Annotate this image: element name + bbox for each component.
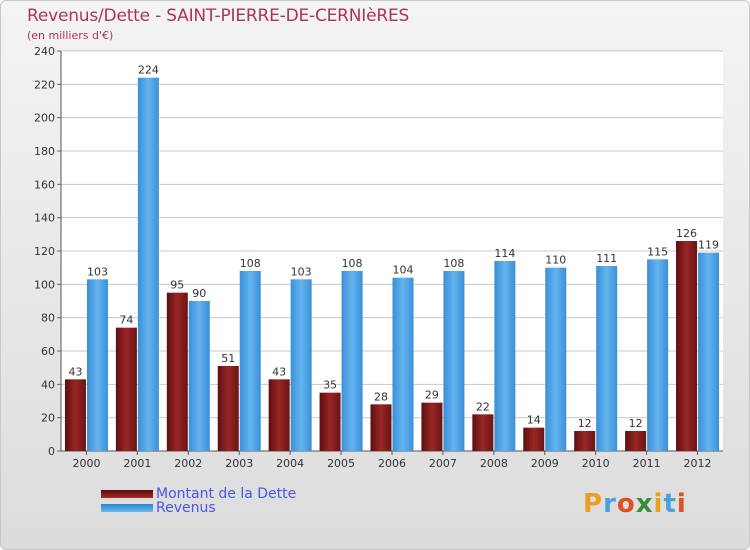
data-label: 22: [476, 400, 490, 413]
y-tick-label: 20: [41, 412, 55, 425]
bar-revenus: [596, 266, 618, 451]
bar-revenus: [341, 271, 363, 451]
bar-dette: [370, 404, 392, 451]
legend-swatch-revenus: [101, 504, 153, 512]
bar-dette: [676, 241, 698, 451]
y-tick-label: 160: [34, 178, 55, 191]
x-tick-label: 2011: [633, 457, 661, 470]
y-tick-label: 140: [34, 212, 55, 225]
bar-revenus: [494, 261, 516, 451]
y-tick-label: 40: [41, 378, 55, 391]
logo-letter: i: [676, 489, 687, 519]
data-label: 111: [596, 252, 617, 265]
bar-dette: [64, 379, 86, 451]
bar-revenus: [239, 271, 261, 451]
chart-subtitle: (en milliers d'€): [27, 29, 114, 42]
data-label: 224: [138, 64, 159, 77]
bar-dette: [115, 327, 137, 451]
data-label: 43: [68, 365, 82, 378]
bar-revenus: [188, 301, 210, 451]
data-label: 28: [374, 390, 388, 403]
bar-dette: [166, 292, 188, 451]
bar-revenus: [290, 279, 312, 451]
x-tick-label: 2004: [276, 457, 304, 470]
logo-letter: o: [616, 489, 636, 519]
logo-letter: P: [583, 489, 604, 519]
bar-revenus: [443, 271, 465, 451]
y-tick-label: 220: [34, 78, 55, 91]
y-tick-label: 200: [34, 112, 55, 125]
bar-revenus: [545, 267, 567, 451]
bar-dette: [523, 427, 545, 451]
data-label: 103: [87, 265, 108, 278]
x-tick-label: 2008: [480, 457, 508, 470]
x-tick-label: 2002: [174, 457, 202, 470]
bar-revenus: [392, 277, 414, 451]
y-tick-label: 0: [48, 445, 55, 458]
bar-revenus: [698, 252, 720, 451]
data-label: 108: [240, 257, 261, 270]
data-label: 110: [545, 254, 566, 267]
data-label: 43: [272, 365, 286, 378]
data-label: 90: [192, 287, 206, 300]
logo-letter: t: [663, 489, 677, 519]
legend-swatch-dette: [101, 490, 153, 498]
data-label: 35: [323, 379, 337, 392]
bar-dette: [625, 431, 647, 451]
data-label: 12: [629, 417, 643, 430]
legend-label-revenus: Revenus: [156, 500, 216, 516]
data-label: 95: [170, 279, 184, 292]
logo-letter: r: [603, 489, 617, 519]
data-label: 12: [578, 417, 592, 430]
bar-revenus: [647, 259, 669, 451]
x-tick-label: 2009: [531, 457, 559, 470]
y-tick-label: 120: [34, 245, 55, 258]
chart-title: Revenus/Dette - SAINT-PIERRE-DE-CERNIèRE…: [27, 6, 410, 26]
x-tick-label: 2001: [123, 457, 151, 470]
bar-dette: [574, 431, 596, 451]
data-label: 103: [291, 265, 312, 278]
data-label: 119: [698, 239, 719, 252]
data-label: 108: [342, 257, 363, 270]
bar-dette: [268, 379, 290, 451]
x-tick-label: 2005: [327, 457, 355, 470]
y-tick-label: 80: [41, 312, 55, 325]
proxiti-logo: Proxiti: [583, 489, 687, 519]
y-tick-label: 180: [34, 145, 55, 158]
x-tick-label: 2010: [582, 457, 610, 470]
data-label: 74: [119, 314, 133, 327]
y-tick-label: 100: [34, 278, 55, 291]
data-label: 126: [676, 227, 697, 240]
bar-dette: [472, 414, 494, 451]
x-tick-label: 2000: [72, 457, 100, 470]
data-label: 104: [393, 264, 414, 277]
logo-letter: i: [653, 489, 664, 519]
logo-letter: x: [635, 489, 654, 519]
data-label: 14: [527, 414, 541, 427]
legend-label-dette: Montant de la Dette: [156, 486, 297, 502]
bar-dette: [319, 392, 341, 451]
data-label: 29: [425, 389, 439, 402]
x-tick-label: 2007: [429, 457, 457, 470]
bar-revenus: [86, 279, 108, 451]
data-label: 51: [221, 352, 235, 365]
x-tick-label: 2012: [684, 457, 712, 470]
x-tick-label: 2006: [378, 457, 406, 470]
bar-dette: [217, 366, 239, 451]
data-label: 114: [494, 247, 515, 260]
y-tick-label: 60: [41, 345, 55, 358]
bar-dette: [421, 402, 443, 451]
bar-revenus: [137, 77, 159, 452]
y-tick-label: 240: [34, 45, 55, 58]
data-label: 115: [647, 245, 668, 258]
data-label: 108: [443, 257, 464, 270]
x-tick-label: 2003: [225, 457, 253, 470]
